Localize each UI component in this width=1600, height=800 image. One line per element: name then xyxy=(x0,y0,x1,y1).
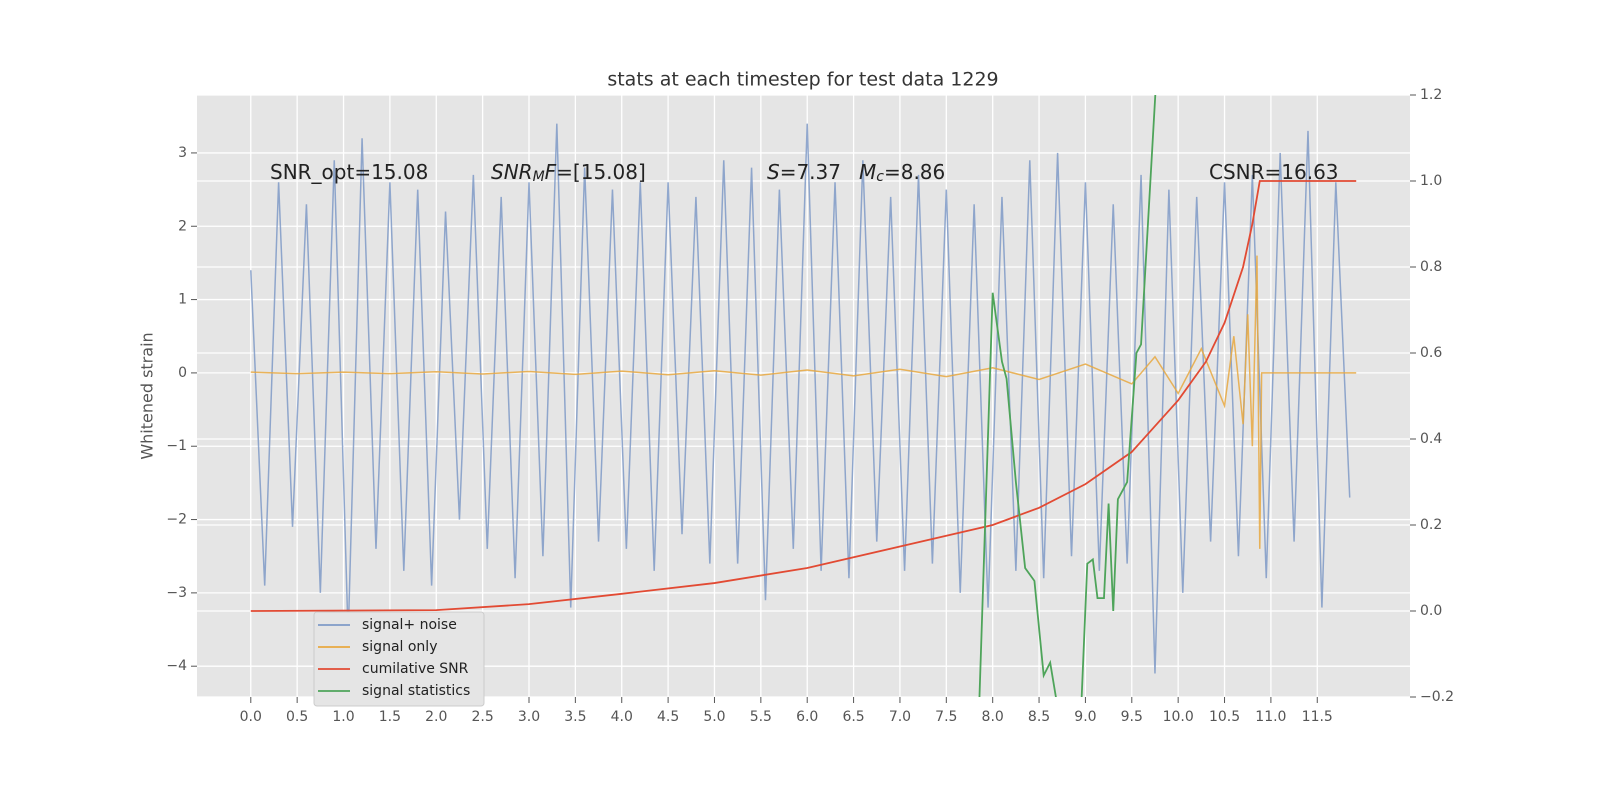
series-line xyxy=(978,95,1157,697)
annotation-part: F xyxy=(545,160,557,184)
plot-area xyxy=(250,95,1357,697)
y2-tick-label: 1.2 xyxy=(1420,87,1442,103)
x-tick-label: 6.0 xyxy=(796,709,818,725)
x-tick-label: 4.5 xyxy=(657,709,679,725)
x-tick-label: 8.0 xyxy=(982,709,1004,725)
x-tick-label: 1.5 xyxy=(379,709,401,725)
y-tick-label: −2 xyxy=(166,512,187,528)
y-axis-label: Whitened strain xyxy=(138,332,157,459)
x-tick-label: 11.5 xyxy=(1302,709,1333,725)
legend-label: signal+ noise xyxy=(362,617,457,633)
annotation: Mc=8.86 xyxy=(859,160,945,186)
annotation: SNRMF=[15.08] xyxy=(491,160,646,186)
y-tick-label: 2 xyxy=(178,218,187,234)
x-tick-label: 9.5 xyxy=(1121,709,1143,725)
y2-tick-label: 0.4 xyxy=(1420,431,1442,447)
x-tick-label: 5.5 xyxy=(750,709,772,725)
y-tick-label: −4 xyxy=(166,658,187,674)
x-tick-label: 2.0 xyxy=(425,709,447,725)
x-tick-label: 10.5 xyxy=(1209,709,1240,725)
x-tick-label: 7.5 xyxy=(935,709,957,725)
annotation: CSNR=16.63 xyxy=(1209,160,1339,184)
legend-label: signal only xyxy=(362,639,437,655)
y2-tick-label: 0.6 xyxy=(1420,345,1442,361)
x-tick-label: 9.0 xyxy=(1074,709,1096,725)
annotation-part: =8.86 xyxy=(884,160,945,184)
annotation-part: M xyxy=(859,160,876,184)
y-tick-label: −3 xyxy=(166,585,187,601)
annotation-part: SNR_opt=15.08 xyxy=(270,160,428,184)
x-tick-label: 8.5 xyxy=(1028,709,1050,725)
y-tick-label: 1 xyxy=(178,292,187,308)
series-line xyxy=(250,123,1351,674)
y2-tick-label: −0.2 xyxy=(1420,689,1454,705)
annotation-part: CSNR=16.63 xyxy=(1209,160,1339,184)
y-tick-label: −1 xyxy=(166,438,187,454)
y2-tick-label: 0.0 xyxy=(1420,603,1442,619)
x-tick-label: 11.0 xyxy=(1255,709,1286,725)
x-tick-label: 0.0 xyxy=(240,709,262,725)
annotation-part: M xyxy=(533,169,545,185)
y2-tick-label: 1.0 xyxy=(1420,173,1442,189)
y2-tick-label: 0.2 xyxy=(1420,517,1442,533)
x-tick-label: 10.0 xyxy=(1163,709,1194,725)
annotation-part: =7.37 xyxy=(780,160,841,184)
annotation-part: S xyxy=(767,160,780,184)
x-tick-label: 2.5 xyxy=(471,709,493,725)
series-line xyxy=(250,180,1357,612)
chart-title: stats at each timestep for test data 122… xyxy=(607,69,998,91)
x-tick-label: 4.0 xyxy=(611,709,633,725)
x-tick-label: 3.0 xyxy=(518,709,540,725)
plot-background xyxy=(197,95,1410,697)
y-tick-label: 3 xyxy=(178,145,187,161)
annotation-part: =[15.08] xyxy=(556,160,646,184)
legend-label: signal statistics xyxy=(362,683,470,699)
x-tick-label: 5.0 xyxy=(703,709,725,725)
annotation: S=7.37 xyxy=(767,160,841,184)
x-tick-label: 1.0 xyxy=(332,709,354,725)
x-tick-label: 6.5 xyxy=(842,709,864,725)
x-tick-label: 0.5 xyxy=(286,709,308,725)
series-line xyxy=(250,255,1357,549)
x-tick-label: 7.0 xyxy=(889,709,911,725)
y-tick-label: 0 xyxy=(178,365,187,381)
legend-box xyxy=(313,611,485,707)
y2-tick-label: 0.8 xyxy=(1420,259,1442,275)
annotation-part: SNR xyxy=(491,160,533,184)
x-tick-label: 3.5 xyxy=(564,709,586,725)
legend-label: cumilative SNR xyxy=(362,661,469,677)
annotation-part: c xyxy=(876,169,884,185)
annotation: SNR_opt=15.08 xyxy=(270,160,428,184)
